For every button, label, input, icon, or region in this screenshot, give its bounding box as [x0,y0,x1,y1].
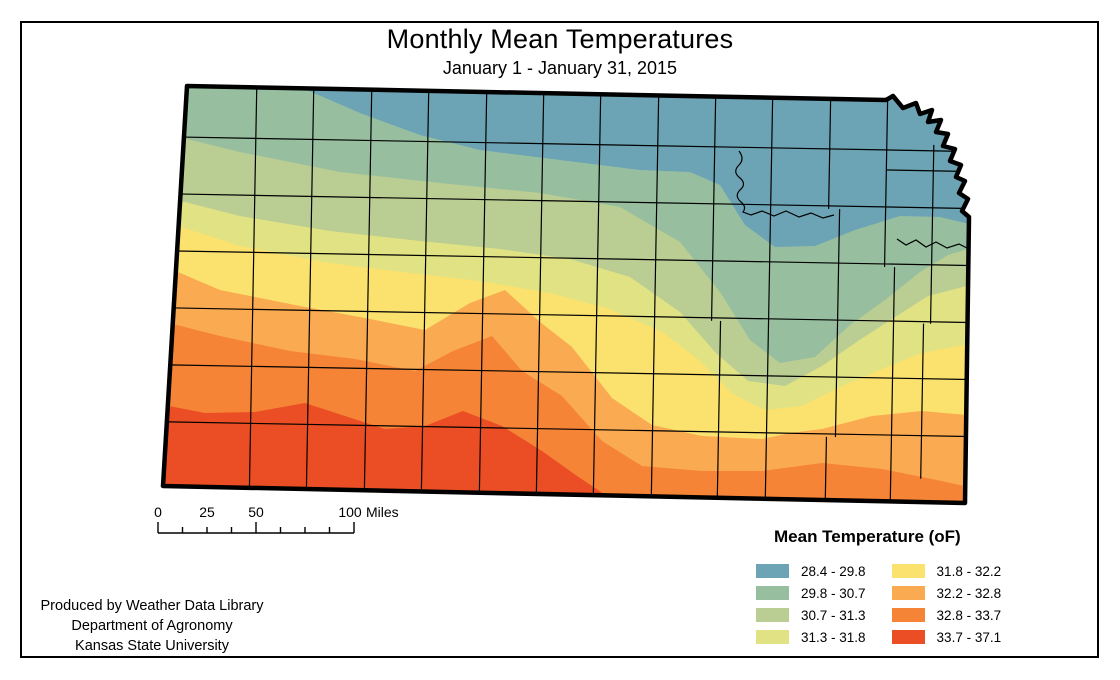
map-subtitle: January 1 - January 31, 2015 [442,58,678,78]
title-block: Monthly Mean Temperatures January 1 - Ja… [0,24,1120,79]
legend-swatch [756,586,789,600]
state-outline [160,83,972,506]
legend-label: 30.7 - 31.3 [801,607,866,623]
credit-line-2: Department of Agronomy [71,618,233,634]
legend-label: 28.4 - 29.8 [801,563,866,579]
map-title: Monthly Mean Temperatures [386,24,734,54]
legend-label: 31.8 - 32.2 [936,563,1002,579]
scale-unit-label: Miles [366,504,399,520]
legend: 28.4 - 29.8 29.8 - 30.7 30.7 - 31.3 31.3… [756,560,1001,648]
river-county-boundary [735,150,835,219]
legend-item: 30.7 - 31.3 [756,604,866,626]
legend-item: 32.2 - 32.8 [891,582,1002,604]
legend-item: 28.4 - 29.8 [756,560,866,582]
river-county-boundary-2 [896,238,968,249]
credits-block: Produced by Weather Data Library Departm… [18,596,286,656]
scale-bar [157,522,355,534]
legend-swatch [756,608,789,622]
legend-title: Mean Temperature (oF) [774,527,961,546]
legend-label: 29.8 - 30.7 [801,585,866,601]
legend-item: 29.8 - 30.7 [756,582,866,604]
county-grid [163,86,969,503]
scale-labels: 0 25 50 100 Miles [154,504,399,520]
legend-label: 31.3 - 31.8 [801,629,866,645]
neatline [20,21,1099,658]
legend-swatch [756,630,789,644]
legend-item: 32.8 - 33.7 [891,604,1002,626]
legend-label: 32.8 - 33.7 [936,607,1002,623]
legend-swatch [891,608,925,622]
legend-label: 32.2 - 32.8 [936,585,1002,601]
legend-label: 33.7 - 37.1 [936,629,1002,645]
legend-swatch [756,564,789,578]
scale-label-50: 50 [248,504,264,520]
scale-label-100: 100 [338,504,362,520]
legend-item: 33.7 - 37.1 [891,626,1002,648]
scale-label-25: 25 [199,504,215,520]
credit-line-3: Kansas State University [75,638,229,654]
credit-line-1: Produced by Weather Data Library [40,598,264,614]
legend-item: 31.3 - 31.8 [756,626,866,648]
temp-band-34-37 [163,400,969,503]
legend-swatch [891,630,925,644]
scale-label-0: 0 [154,504,162,520]
legend-swatch [891,564,925,578]
legend-item: 31.8 - 32.2 [891,560,1002,582]
legend-swatch [891,586,925,600]
